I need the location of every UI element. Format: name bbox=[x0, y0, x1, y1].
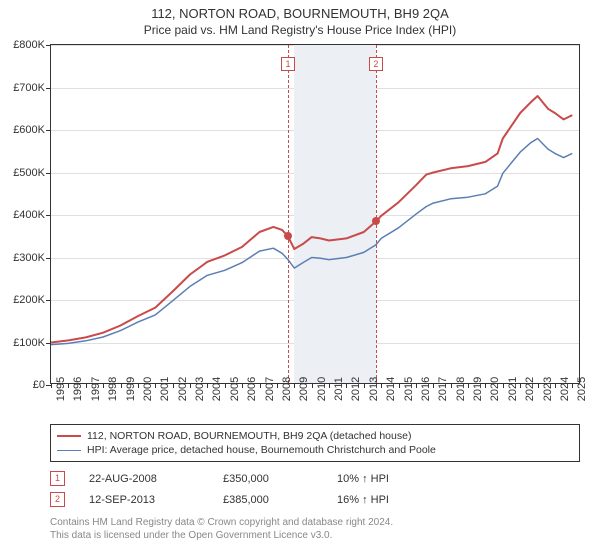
sales-table: 1 22-AUG-2008 £350,000 10% ↑ HPI 2 12-SEP-201… bbox=[50, 468, 580, 510]
footer-attribution: Contains HM Land Registry data © Crown c… bbox=[50, 516, 580, 542]
sale-dot bbox=[372, 217, 380, 225]
y-axis-label: £800K bbox=[13, 39, 45, 51]
legend-label: HPI: Average price, detached house, Bour… bbox=[87, 444, 436, 456]
legend-label: 112, NORTON ROAD, BOURNEMOUTH, BH9 2QA (… bbox=[87, 430, 411, 442]
y-axis-label: £500K bbox=[13, 167, 45, 179]
legend: 112, NORTON ROAD, BOURNEMOUTH, BH9 2QA (… bbox=[50, 424, 580, 462]
y-axis-label: £0 bbox=[33, 379, 45, 391]
legend-item: 112, NORTON ROAD, BOURNEMOUTH, BH9 2QA (… bbox=[57, 429, 573, 443]
sale-marker: 2 bbox=[50, 492, 65, 507]
sale-marker: 1 bbox=[50, 471, 65, 486]
footer-line-2: This data is licensed under the Open Gov… bbox=[50, 529, 580, 542]
chart-subtitle: Price paid vs. HM Land Registry's House … bbox=[0, 21, 600, 37]
sale-price: £385,000 bbox=[223, 494, 313, 506]
y-axis-label: £700K bbox=[13, 82, 45, 94]
chart-lines bbox=[51, 45, 581, 385]
sale-row: 1 22-AUG-2008 £350,000 10% ↑ HPI bbox=[50, 468, 580, 489]
legend-swatch bbox=[57, 450, 81, 451]
chart-title: 112, NORTON ROAD, BOURNEMOUTH, BH9 2QA bbox=[0, 0, 600, 21]
y-axis-label: £400K bbox=[13, 209, 45, 221]
legend-item: HPI: Average price, detached house, Bour… bbox=[57, 443, 573, 457]
chart-container: 112, NORTON ROAD, BOURNEMOUTH, BH9 2QA P… bbox=[0, 0, 600, 560]
series-price_paid bbox=[51, 96, 572, 343]
series-hpi bbox=[51, 139, 572, 345]
sale-price: £350,000 bbox=[223, 473, 313, 485]
y-axis-label: £200K bbox=[13, 294, 45, 306]
up-arrow-icon: ↑ bbox=[362, 494, 368, 506]
y-axis-label: £300K bbox=[13, 252, 45, 264]
sale-date: 22-AUG-2008 bbox=[89, 473, 199, 485]
up-arrow-icon: ↑ bbox=[362, 473, 368, 485]
sale-dot bbox=[284, 232, 292, 240]
legend-swatch bbox=[57, 435, 81, 437]
sale-pct: 16% ↑ HPI bbox=[337, 494, 389, 506]
chart-plot-area: £0£100K£200K£300K£400K£500K£600K£700K£80… bbox=[50, 44, 580, 384]
y-axis-label: £600K bbox=[13, 124, 45, 136]
sale-pct: 10% ↑ HPI bbox=[337, 473, 389, 485]
sale-row: 2 12-SEP-2013 £385,000 16% ↑ HPI bbox=[50, 489, 580, 510]
sale-date: 12-SEP-2013 bbox=[89, 494, 199, 506]
y-axis-label: £100K bbox=[13, 337, 45, 349]
footer-line-1: Contains HM Land Registry data © Crown c… bbox=[50, 516, 580, 529]
